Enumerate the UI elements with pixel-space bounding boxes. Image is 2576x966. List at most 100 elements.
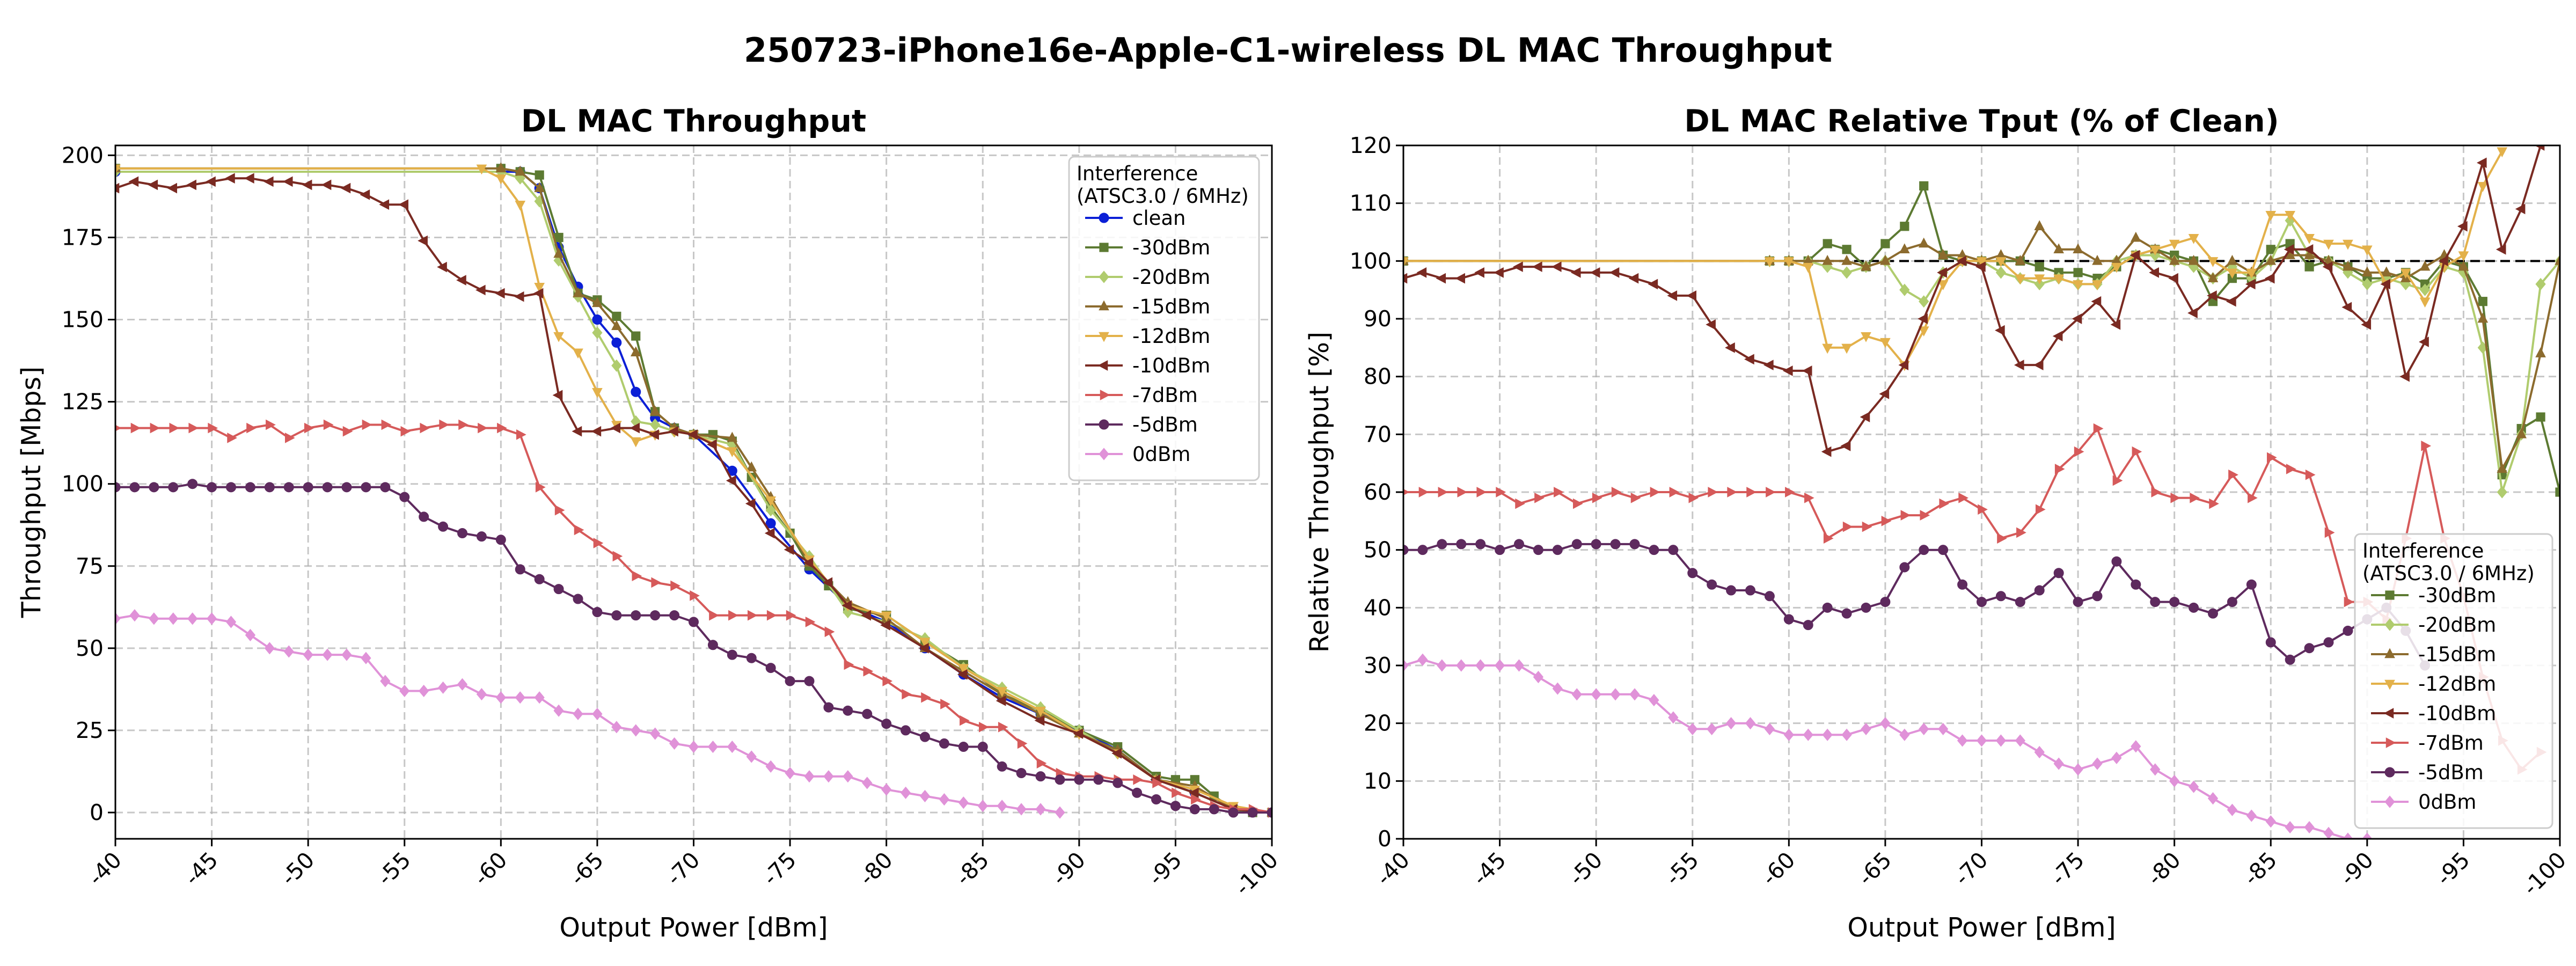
panel1-point-5dbm [669,610,680,621]
panel1-point-10dbm [533,288,544,299]
panel1-point-10dbm [919,643,929,654]
panel2-point-12dbm [2304,234,2315,244]
panel2-point-12dbm [1403,257,1409,267]
panel2-legend-swatch-marker [2385,737,2396,748]
panel1-y-tick-label: 175 [62,224,104,250]
panel1-point-0dbm [900,786,911,799]
panel1-point-7dbm [285,433,295,443]
panel2-series-12dbm [1403,147,2508,371]
panel2-point-15dbm [2073,243,2083,254]
panel2-point-0dbm [2227,803,2238,816]
panel2-point-10dbm [2380,279,2390,290]
panel2-point-15dbm [2169,254,2180,265]
panel1-point-10dbm [745,498,756,509]
panel1-point-12dbm [115,164,121,175]
panel1-point-12dbm [476,164,487,175]
panel1-point-10dbm [398,199,408,210]
panel1-point-0dbm [149,612,159,625]
panel1-point-7dbm [824,626,835,638]
panel1-point-7dbm [1152,778,1162,788]
panel1-legend-item-clean: clean [1085,207,1186,230]
panel1-point-5dbm [476,531,487,542]
panel2-point-10dbm [1609,267,1620,278]
panel1-point-0dbm [997,800,1007,813]
panel2-point-15dbm [2381,266,2392,277]
panel1-point-0dbm [804,770,815,783]
panel2-point-0dbm [1880,717,1891,730]
panel1-point-0dbm [631,724,641,737]
panel1-point-5dbm [1247,807,1258,818]
panel2-point-10dbm [1725,342,1735,353]
panel2-point-7dbm [1823,533,1834,544]
panel2-point-10dbm [2014,360,2024,370]
panel2-point-5dbm [1475,539,1486,550]
panel2-point-12dbm [2188,234,2199,244]
panel2-point-10dbm [1403,273,1408,284]
panel1-point-12dbm [997,687,1007,697]
panel2-point-5dbm [2343,625,2353,636]
panel1-point-0dbm [650,727,661,740]
panel2-point-10dbm [2052,331,2063,342]
panel1-point-5dbm [1189,804,1200,815]
panel2-y-tick-label: 10 [1364,768,1392,794]
panel1-point-7dbm [439,419,450,430]
panel2-legend: Interference(ATSC3.0 / 6MHz)-30dBm -20dBm… [2354,533,2553,829]
panel2-point-7dbm [2267,452,2277,463]
panel2-legend-item-7dbm: -7dBm [2371,731,2484,755]
panel2-point-12dbm [1803,262,1814,273]
panel2-point-10dbm [2168,273,2178,284]
panel2-point-0dbm [1707,722,1717,736]
panel2-point-10dbm [2303,244,2314,255]
panel2-point-5dbm [2246,579,2257,590]
panel1-point-0dbm [746,750,757,763]
panel1-point-0dbm [1016,803,1027,816]
panel1-point-5dbm [380,482,391,493]
panel1-point-20dbm [515,172,525,185]
panel2-point-0dbm [1803,728,1813,741]
panel2-legend-swatch-marker [2384,648,2395,658]
panel1-point-7dbm [342,426,353,437]
panel1-point-7dbm [690,590,700,601]
panel1-point-10dbm [957,669,968,680]
panel1-point-5dbm [495,535,506,545]
panel2-point-10dbm [2284,244,2294,255]
panel2-point-10dbm [1532,261,1542,272]
panel1-point-10dbm [302,179,312,191]
panel2-point-15dbm [1822,254,1833,265]
panel1-legend-label: -10dBm [1132,354,1210,377]
panel2-y-ticks: 0 10 20 30 40 50 60 70 80 90 100 110 120 [1350,133,1403,852]
panel2-point-0dbm [1899,728,1910,741]
panel2-point-10dbm [1686,290,1696,301]
panel1-point-0dbm [264,642,275,655]
panel1-point-0dbm [939,793,950,806]
panel2-point-5dbm [1783,614,1794,625]
panel2-legend-swatch-marker [2384,679,2395,690]
panel1-point-15dbm [515,165,526,176]
panel1-legend-item-12dbm: -12dBm [1085,325,1210,348]
panel2-point-10dbm [1956,255,1966,267]
panel1-point-12dbm [958,664,969,675]
panel1-point-10dbm [418,235,428,246]
panel2-point-15dbm [2516,428,2527,438]
panel2-point-5dbm [1417,545,1428,555]
panel2-point-10dbm [1570,267,1581,278]
panel1-point-5dbm [168,482,179,493]
panel1-point-5dbm [457,528,467,539]
panel2-point-0dbm [1591,688,1601,701]
panel1-series-10dbm [115,173,1272,816]
panel2-point-7dbm [1862,521,1872,532]
panel2-point-15dbm [1861,260,1871,271]
panel2-point-12dbm [1861,332,1871,342]
panel2-point-0dbm [1938,722,1949,736]
panel2-point-0dbm [1822,728,1833,741]
panel1-point-5dbm [823,702,834,713]
panel2-series-10dbm [1403,145,2545,457]
panel2-point-7dbm [1978,504,1988,515]
panel1-point-5dbm [920,731,930,742]
panel1-point-7dbm [1133,774,1144,785]
panel1-point-5dbm [534,574,545,584]
panel1-point-5dbm [1151,794,1161,805]
panel1-point-0dbm [283,645,294,658]
panel1-point-10dbm [996,695,1006,706]
